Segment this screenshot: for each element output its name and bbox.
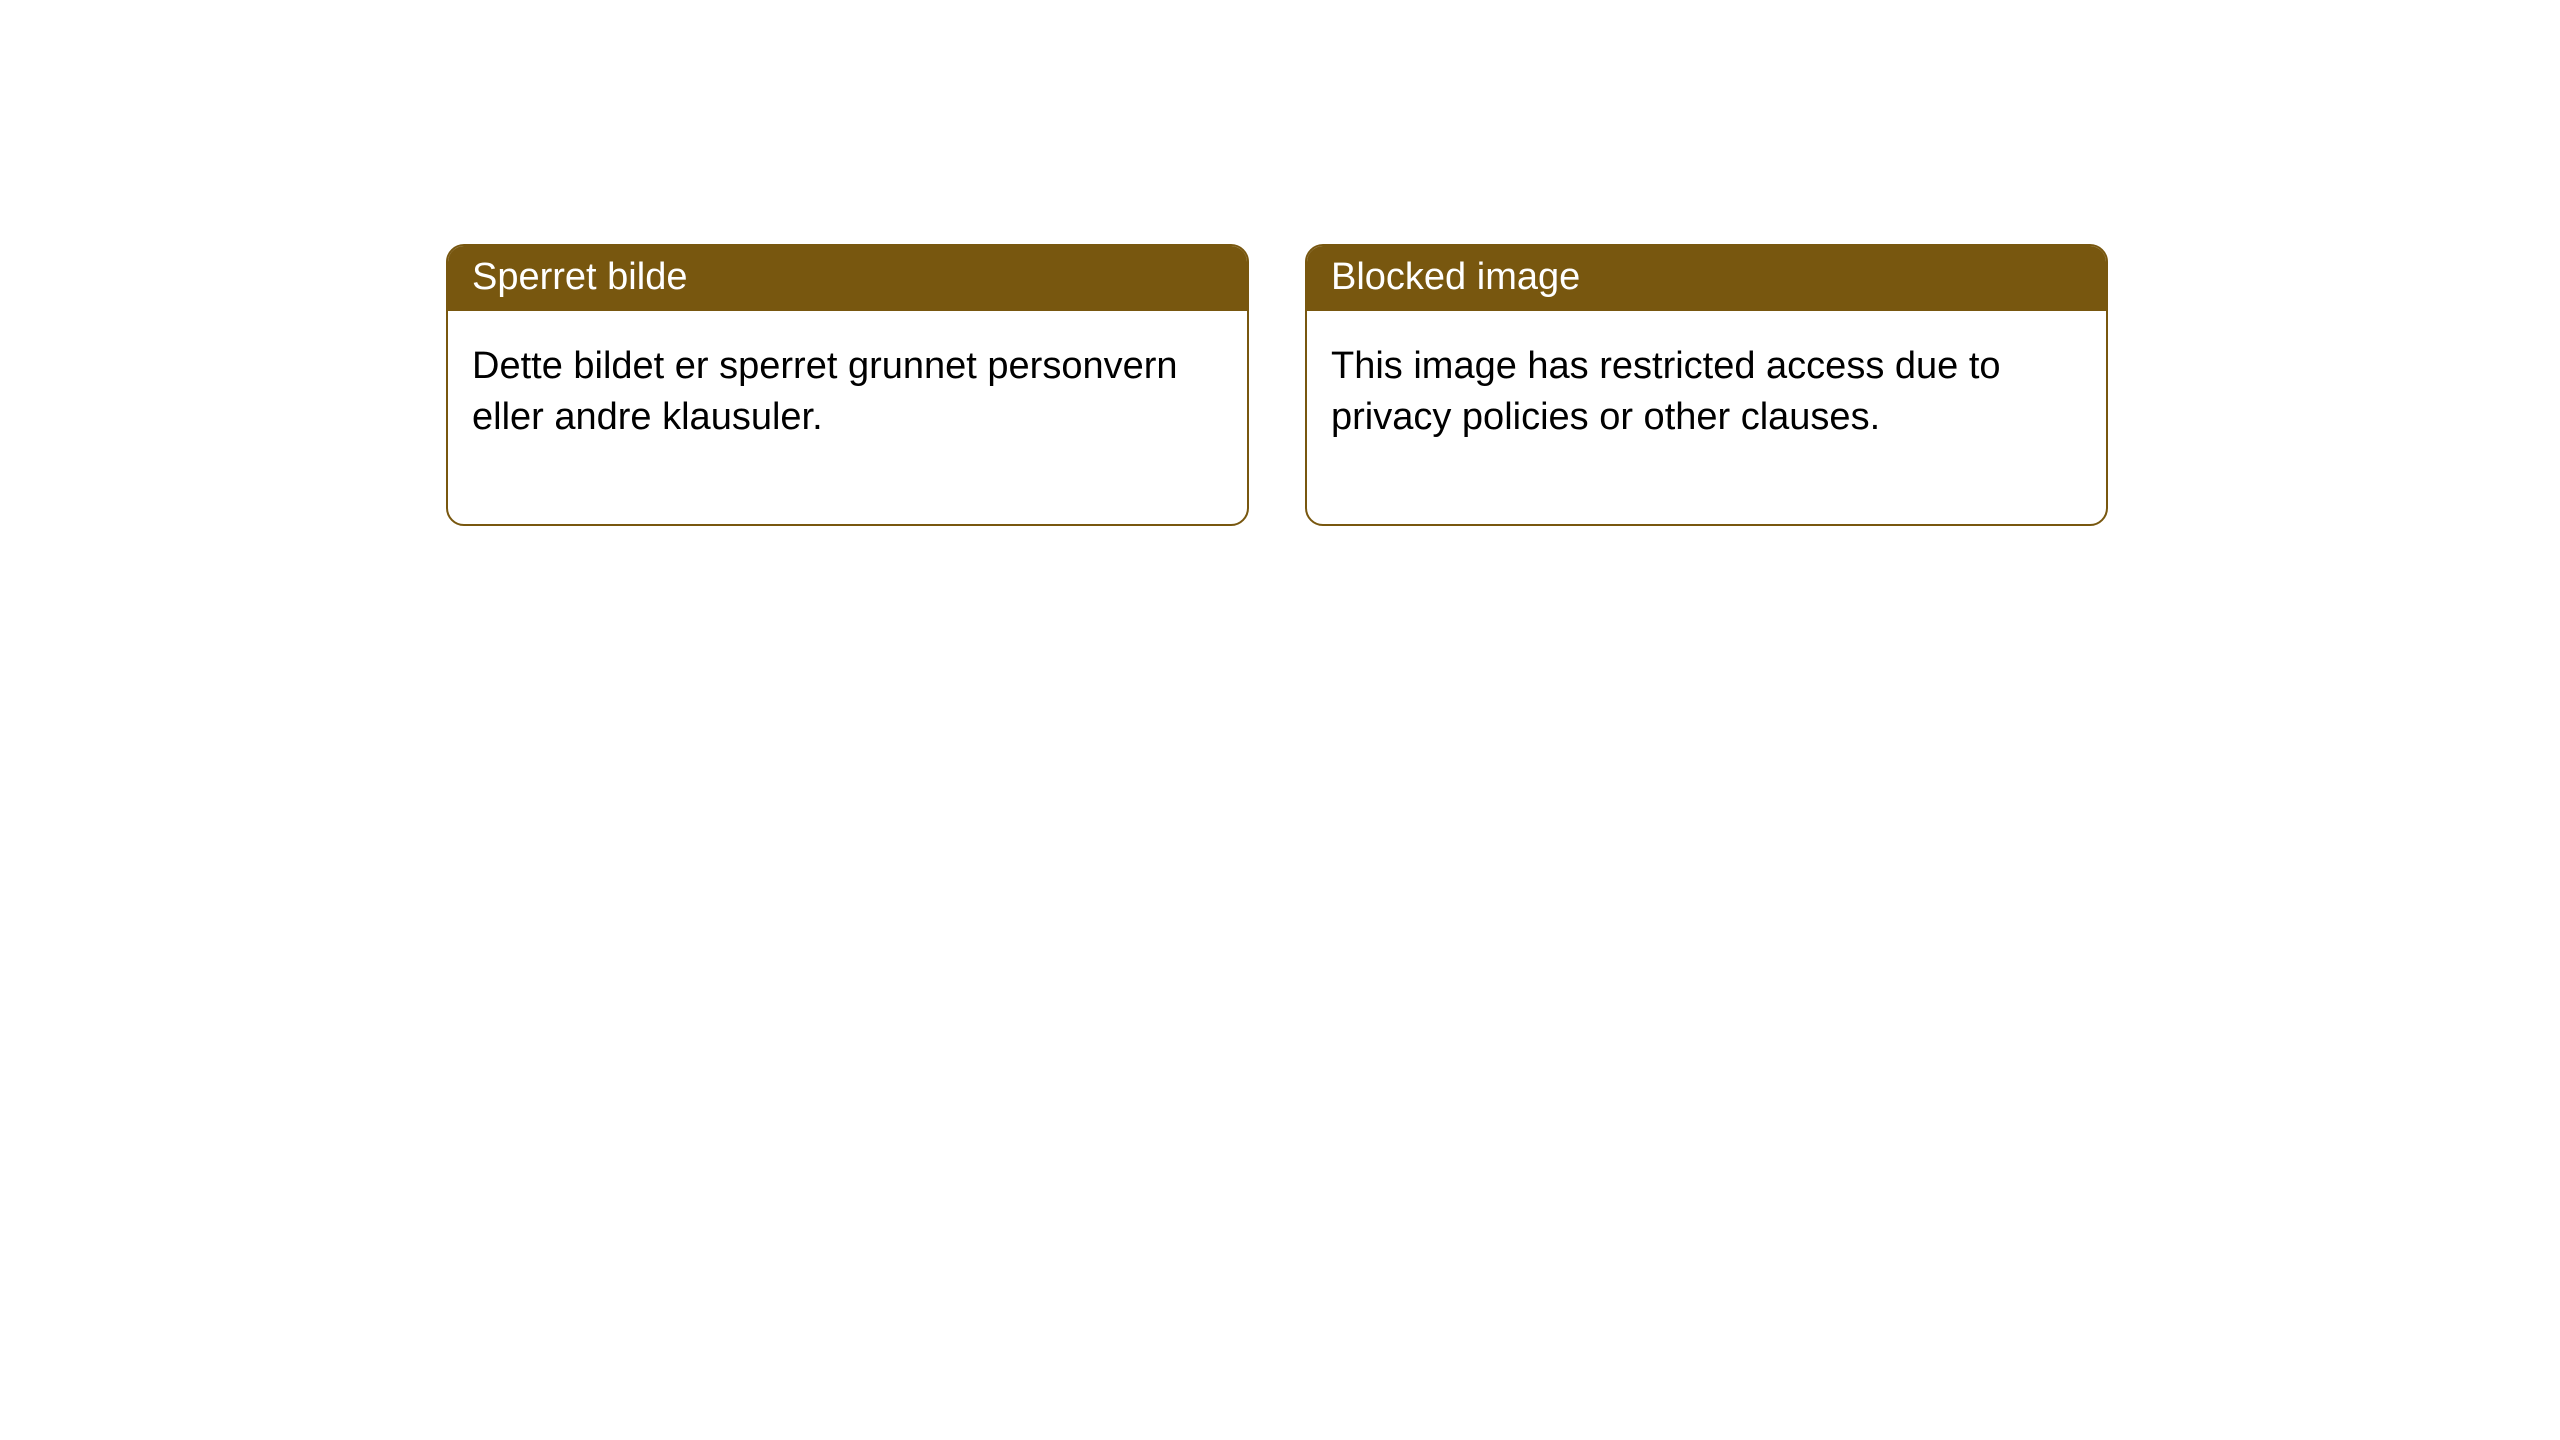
notice-title: Blocked image (1331, 256, 1580, 298)
notice-body-text: This image has restricted access due to … (1331, 345, 2001, 438)
notice-card-english: Blocked image This image has restricted … (1305, 244, 2108, 526)
notice-title: Sperret bilde (472, 256, 687, 298)
notice-card-norwegian: Sperret bilde Dette bildet er sperret gr… (446, 244, 1249, 526)
notice-body-text: Dette bildet er sperret grunnet personve… (472, 345, 1178, 438)
notice-body: This image has restricted access due to … (1307, 311, 2106, 524)
notice-body: Dette bildet er sperret grunnet personve… (448, 311, 1247, 524)
notice-container: Sperret bilde Dette bildet er sperret gr… (0, 0, 2560, 526)
notice-header: Blocked image (1307, 246, 2106, 311)
notice-header: Sperret bilde (448, 246, 1247, 311)
